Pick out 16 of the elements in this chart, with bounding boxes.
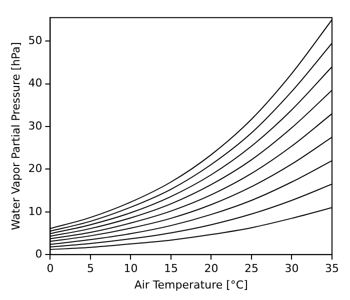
x-tick-label: 25	[244, 262, 258, 276]
y-tick-label: 0	[35, 247, 42, 260]
y-tick-label: 40	[28, 76, 42, 90]
x-tick-label: 20	[204, 262, 218, 276]
y-axis-title: Water Vapor Partial Pressure [hPa]	[9, 42, 22, 230]
x-axis-title: Air Temperature [°C]	[134, 278, 248, 292]
x-tick-label: 15	[164, 262, 178, 276]
y-tick-label: 20	[28, 162, 42, 176]
y-tick-label: 50	[28, 34, 42, 47]
x-tick-label: 35	[325, 262, 339, 276]
y-tick-label: 10	[28, 204, 42, 218]
x-tick-label: 0	[46, 262, 54, 276]
x-tick-label: 30	[284, 262, 299, 276]
x-tick-label: 5	[86, 262, 94, 276]
y-tick-label: 30	[28, 119, 42, 132]
x-tick-label: 10	[124, 262, 138, 276]
